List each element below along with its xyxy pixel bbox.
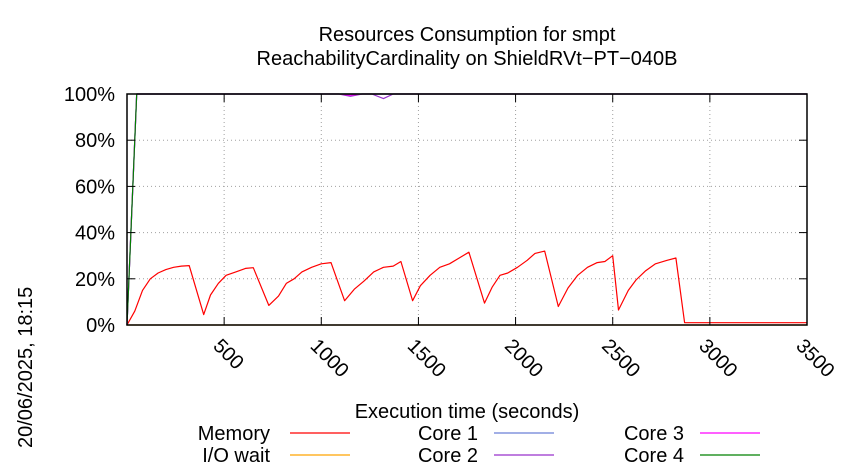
x-tick-label: 2500 <box>597 335 644 382</box>
y-tick-label: 80% <box>75 130 115 152</box>
x-tick-label: 2000 <box>500 335 547 382</box>
grid-lines <box>127 94 807 325</box>
x-tick-label: 3000 <box>694 335 741 382</box>
series-line-memory <box>126 250 807 326</box>
y-axis: 0% 20% 40% 60% 80% 100% <box>64 84 807 337</box>
x-axis: 500 1000 1500 2000 2500 3000 3500 <box>209 94 838 382</box>
chart-title-line-2: ReachabilityCardinality on ShieldRVt−PT−… <box>257 48 678 70</box>
y-tick-label: 60% <box>75 176 115 198</box>
series-line-core-4 <box>126 93 807 326</box>
series-line-core-3 <box>126 93 807 326</box>
y-tick-label: 0% <box>86 315 115 337</box>
x-tick-label: 1500 <box>403 335 450 382</box>
x-tick-label: 3500 <box>791 335 838 382</box>
plot-series <box>126 93 807 326</box>
y-tick-label: 20% <box>75 269 115 291</box>
y-tick-label: 40% <box>75 223 115 245</box>
legend-label: Core 1 <box>418 423 478 445</box>
series-line-core-2 <box>126 93 807 326</box>
legend-label: Core 4 <box>624 445 684 467</box>
series-line-core-1 <box>126 93 807 326</box>
x-tick-label: 500 <box>209 335 248 374</box>
chart-title-line-1: Resources Consumption for smpt <box>319 24 616 46</box>
legend-label: Core 2 <box>418 445 478 467</box>
plot-frame <box>126 93 808 326</box>
y-tick-label: 100% <box>64 84 115 106</box>
legend-label: I/O wait <box>202 445 270 467</box>
x-axis-label: Execution time (seconds) <box>355 401 580 423</box>
legend-label: Core 3 <box>624 423 684 445</box>
legend-label: Memory <box>198 423 270 445</box>
timestamp-label: 20/06/2025, 18:15 <box>15 287 37 448</box>
x-tick-label: 1000 <box>306 335 353 382</box>
